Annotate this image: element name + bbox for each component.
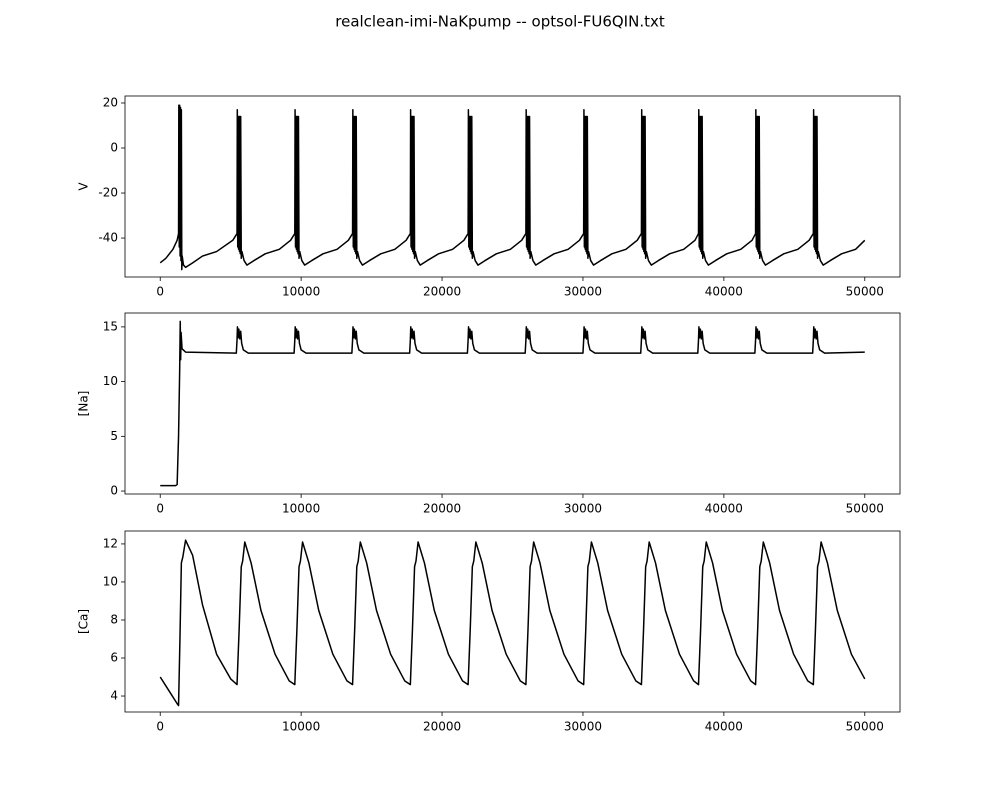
data-line — [159, 539, 866, 707]
y-tick-label: 5 — [110, 429, 118, 443]
x-tick-label: 50000 — [846, 720, 884, 734]
y-axis-label: V — [77, 182, 91, 191]
x-tick-label: 40000 — [705, 285, 743, 299]
x-tick-label: 20000 — [423, 285, 461, 299]
x-tick-label: 0 — [156, 720, 164, 734]
y-tick-label: 4 — [110, 689, 118, 703]
y-tick-label: 15 — [103, 319, 118, 333]
y-tick-label: 0 — [110, 484, 118, 498]
figure-title: realclean-imi-NaKpump -- optsol-FU6QIN.t… — [335, 13, 665, 31]
y-tick-label: 10 — [103, 374, 118, 388]
x-tick-label: 0 — [156, 502, 164, 516]
y-tick-label: 8 — [110, 612, 118, 626]
y-tick-label: 12 — [103, 536, 118, 550]
y-axis-label: [Ca] — [77, 609, 91, 634]
y-tick-label: -20 — [98, 186, 118, 200]
x-tick-label: 0 — [156, 285, 164, 299]
x-tick-label: 30000 — [564, 502, 602, 516]
plot-frame — [124, 95, 901, 278]
y-tick-label: 20 — [103, 95, 118, 109]
data-line — [160, 320, 865, 487]
x-tick-label: 50000 — [846, 285, 884, 299]
plot-frame — [124, 530, 901, 713]
y-tick-label: 10 — [103, 574, 118, 588]
x-tick-label: 30000 — [564, 285, 602, 299]
y-tick-label: 0 — [110, 141, 118, 155]
plot-frame — [124, 312, 901, 495]
y-axis-label: [Na] — [77, 391, 91, 417]
x-tick-label: 40000 — [705, 720, 743, 734]
x-tick-label: 50000 — [846, 502, 884, 516]
data-line — [159, 104, 866, 271]
x-tick-label: 10000 — [282, 285, 320, 299]
x-tick-label: 30000 — [564, 720, 602, 734]
y-tick-label: -40 — [98, 231, 118, 245]
x-tick-label: 20000 — [423, 720, 461, 734]
x-tick-label: 10000 — [282, 720, 320, 734]
y-tick-label: 6 — [110, 651, 118, 665]
x-tick-label: 20000 — [423, 502, 461, 516]
x-tick-label: 40000 — [705, 502, 743, 516]
x-tick-label: 10000 — [282, 502, 320, 516]
